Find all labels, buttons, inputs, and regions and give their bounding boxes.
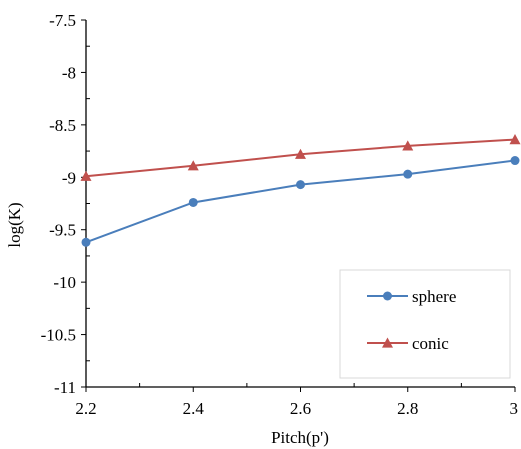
x-tick-label: 3 (510, 399, 519, 418)
legend: sphere conic (339, 269, 511, 379)
legend-box (339, 269, 511, 379)
data-point-sphere (403, 169, 413, 179)
x-tick-label: 2.4 (183, 399, 205, 418)
data-point-sphere (296, 180, 305, 190)
legend-item-sphere: sphere (367, 287, 456, 306)
data-point-conic (295, 148, 306, 159)
y-axis-title: log(K) (5, 202, 24, 247)
data-point-conic (509, 134, 521, 145)
series-conic (80, 134, 521, 181)
data-point-sphere (510, 156, 520, 166)
y-tick-label: -9.5 (49, 221, 76, 240)
x-tick-label: 2.8 (397, 399, 418, 418)
data-point-conic (187, 160, 199, 171)
y-tick-label: -8 (62, 63, 76, 82)
data-point-conic (80, 170, 92, 181)
series-group (80, 134, 521, 247)
y-tick-label: -11 (54, 378, 76, 397)
data-point-sphere (188, 197, 198, 207)
x-ticks: 2.2 2.4 2.6 2.8 3 (75, 383, 518, 418)
series-line-sphere (85, 159, 516, 244)
y-tick-label: -10 (53, 273, 76, 292)
series-sphere (81, 156, 520, 247)
y-ticks: -7.5 -8 -8.5 -9 -9.5 -10 -10.5 -11 (41, 11, 90, 397)
data-point-sphere (81, 237, 91, 247)
data-point-conic (402, 140, 414, 151)
x-tick-label: 2.2 (75, 399, 96, 418)
legend-marker (382, 337, 393, 348)
y-tick-label: -7.5 (49, 11, 76, 30)
x-axis-title: Pitch(p') (271, 428, 329, 447)
legend-label: sphere (412, 287, 456, 306)
legend-marker (383, 291, 392, 301)
legend-item-conic: conic (367, 334, 449, 353)
y-tick-label: -9 (62, 168, 76, 187)
x-tick-label: 2.6 (290, 399, 311, 418)
y-tick-label: -8.5 (49, 116, 76, 135)
legend-label: conic (412, 334, 449, 353)
y-tick-label: -10.5 (41, 326, 76, 345)
